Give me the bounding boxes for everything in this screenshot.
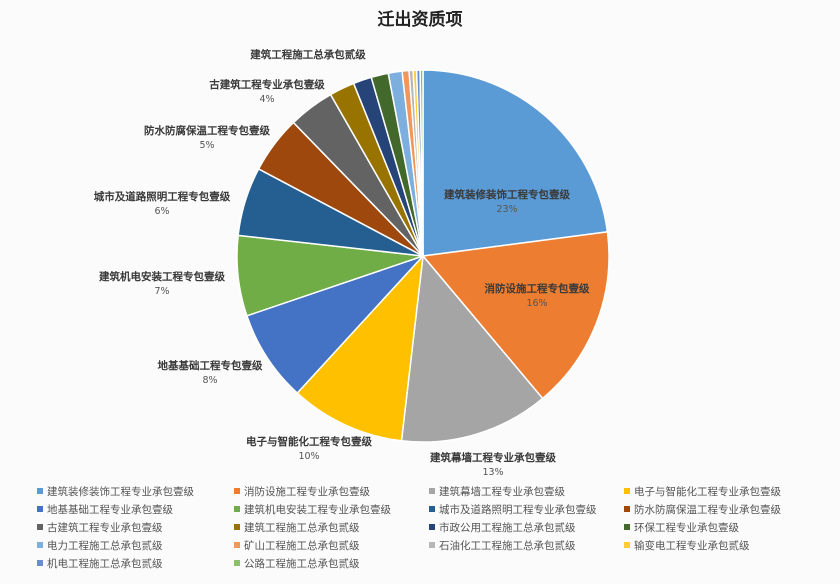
slice-percent-5: 7% (154, 286, 169, 297)
legend-item-13: 矿山工程施工总承包贰级 (244, 539, 360, 552)
legend-swatch-9 (234, 524, 240, 530)
legend-item-16: 机电工程施工总承包贰级 (47, 557, 163, 570)
legend-swatch-4 (37, 506, 43, 512)
legend-swatch-5 (234, 506, 240, 512)
chart-title: 迁出资质项 (378, 9, 463, 30)
slice-label-6: 城市及道路照明工程专包壹级 (94, 190, 231, 203)
slice-percent-6: 6% (154, 206, 169, 217)
legend-item-2: 建筑幕墙工程专业承包壹级 (439, 485, 565, 498)
slice-label-1: 消防设施工程专包壹级 (485, 282, 590, 295)
legend-item-4: 地基基础工程专业承包壹级 (47, 503, 173, 516)
legend-item-12: 电力工程施工总承包贰级 (47, 539, 163, 552)
legend-item-5: 建筑机电安装工程专业承包壹级 (244, 503, 391, 516)
pie-slices (236, 69, 610, 443)
legend-swatch-13 (234, 542, 240, 548)
legend-item-14: 石油化工工程施工总承包贰级 (439, 539, 576, 552)
pie-slice-1 (421, 231, 610, 400)
legend: 建筑装修装饰工程专业承包壹级 消防设施工程专业承包壹级 建筑幕墙工程专业承包壹级 电子… (37, 485, 781, 570)
slice-percent-0: 23% (496, 204, 517, 215)
slice-label-5: 建筑机电安装工程专包壹级 (98, 270, 225, 283)
slice-percent-4: 8% (202, 375, 217, 386)
legend-swatch-14 (429, 542, 435, 548)
legend-swatch-15 (624, 542, 630, 548)
legend-swatch-6 (429, 506, 435, 512)
legend-item-0: 建筑装修装饰工程专业承包壹级 (47, 485, 194, 498)
legend-swatch-2 (429, 488, 435, 494)
legend-item-10: 市政公用工程施工总承包贰级 (439, 521, 576, 534)
legend-swatch-17 (234, 560, 240, 566)
legend-swatch-16 (37, 560, 43, 566)
pie-slice-0 (422, 69, 609, 257)
slice-labels: 建筑装修装饰工程专包壹级 23% 消防设施工程专包壹级 16% 建筑幕墙工程专业承包壹级… (94, 48, 590, 478)
slice-label-3: 电子与智能化工程专包壹级 (246, 435, 372, 448)
legend-item-6: 城市及道路照明工程专业承包壹级 (439, 503, 597, 516)
legend-item-9: 建筑工程施工总承包贰级 (244, 521, 360, 534)
slice-label-9: 建筑工程施工总承包贰级 (249, 48, 366, 61)
slice-percent-1: 16% (526, 298, 547, 309)
pie-slice-2 (400, 254, 544, 443)
legend-swatch-1 (234, 488, 240, 494)
slice-label-0: 建筑装修装饰工程专包壹级 (443, 188, 570, 201)
slice-percent-3: 10% (298, 451, 319, 462)
legend-item-11: 环保工程专业承包壹级 (634, 521, 739, 534)
slice-label-4: 地基基础工程专包壹级 (158, 359, 263, 372)
legend-item-17: 公路工程施工总承包贰级 (244, 557, 360, 570)
legend-swatch-8 (37, 524, 43, 530)
slice-label-2: 建筑幕墙工程专业承包壹级 (429, 451, 556, 464)
legend-item-8: 古建筑工程专业承包壹级 (47, 521, 163, 534)
pie-slice-17 (419, 69, 424, 257)
slice-percent-8: 4% (259, 94, 274, 105)
legend-item-15: 输变电工程专业承包贰级 (634, 539, 750, 552)
legend-swatch-3 (624, 488, 630, 494)
legend-swatch-7 (624, 506, 630, 512)
slice-percent-7: 5% (199, 140, 214, 151)
legend-swatch-0 (37, 488, 43, 494)
slice-label-7: 防水防腐保温工程专包壹级 (144, 124, 270, 137)
slice-label-8: 古建筑工程专业承包壹级 (209, 78, 325, 91)
legend-swatch-12 (37, 542, 43, 548)
pie-slice-3 (296, 253, 425, 442)
legend-swatch-10 (429, 524, 435, 530)
legend-item-1: 消防设施工程专业承包壹级 (244, 485, 370, 498)
legend-swatch-11 (624, 524, 630, 530)
legend-item-7: 防水防腐保温工程专业承包壹级 (634, 503, 781, 516)
legend-item-3: 电子与智能化工程专业承包壹级 (634, 485, 781, 498)
pie-slice-4 (245, 255, 424, 395)
slice-percent-2: 13% (482, 467, 503, 478)
